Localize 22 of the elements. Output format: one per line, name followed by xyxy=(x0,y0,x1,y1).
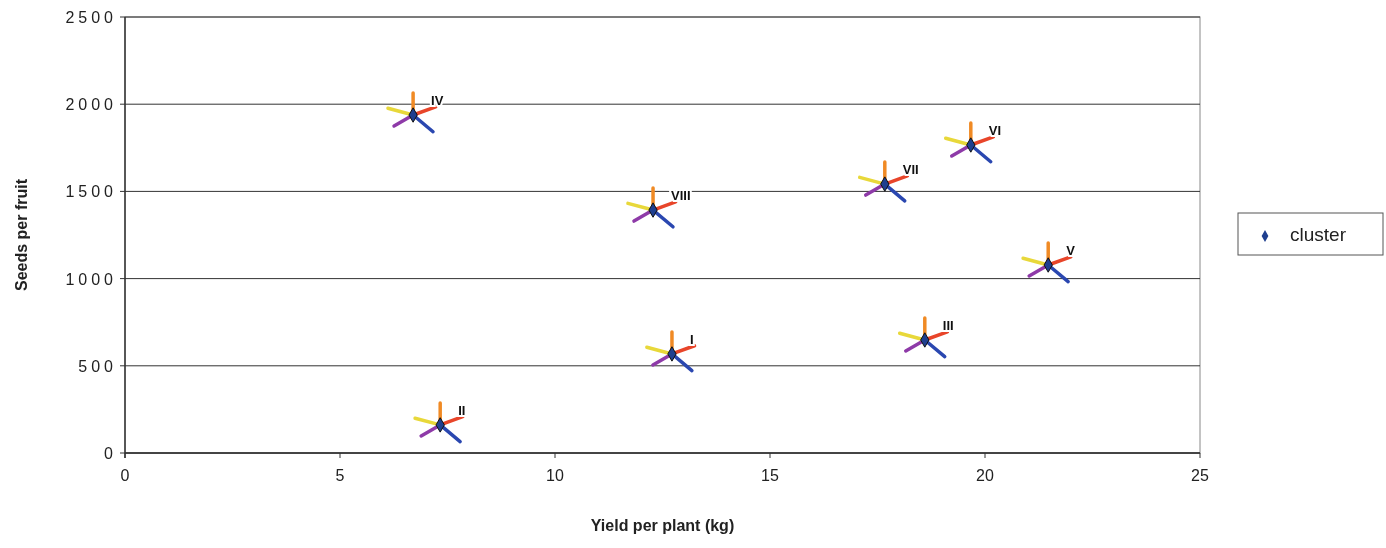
x-tick-label: 0 xyxy=(120,467,130,484)
annotation: VII xyxy=(902,162,919,178)
x-tick-label: 15 xyxy=(761,467,779,484)
y-tick-label: 1000 xyxy=(65,270,117,288)
x-tick-label: 5 xyxy=(335,467,345,484)
y-tick-label: 0 xyxy=(104,445,117,462)
legend-label: cluster xyxy=(1290,224,1347,245)
y-tick-label: 1500 xyxy=(65,183,117,201)
y-tick-label: 2500 xyxy=(65,9,117,26)
x-tick-label: 25 xyxy=(1191,467,1209,484)
y-tick-label: 2000 xyxy=(65,96,117,114)
annotation: VI xyxy=(988,123,1002,139)
annotation: VIII xyxy=(671,188,691,204)
annotation: II xyxy=(458,402,466,418)
annotation: I xyxy=(689,331,694,347)
annotation: V xyxy=(1066,243,1076,258)
x-tick-label: 20 xyxy=(976,467,994,484)
x-tick-label: 10 xyxy=(546,467,564,484)
annotation: III xyxy=(942,317,954,333)
y-tick-label: 500 xyxy=(78,357,117,375)
x-axis-title: Yield per plant (kg) xyxy=(590,517,735,534)
y-axis-title: Seeds per fruit xyxy=(13,178,30,292)
